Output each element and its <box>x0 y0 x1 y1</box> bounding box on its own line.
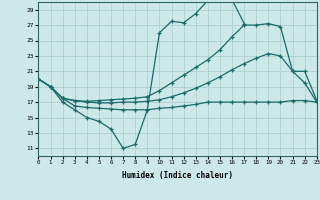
X-axis label: Humidex (Indice chaleur): Humidex (Indice chaleur) <box>122 171 233 180</box>
